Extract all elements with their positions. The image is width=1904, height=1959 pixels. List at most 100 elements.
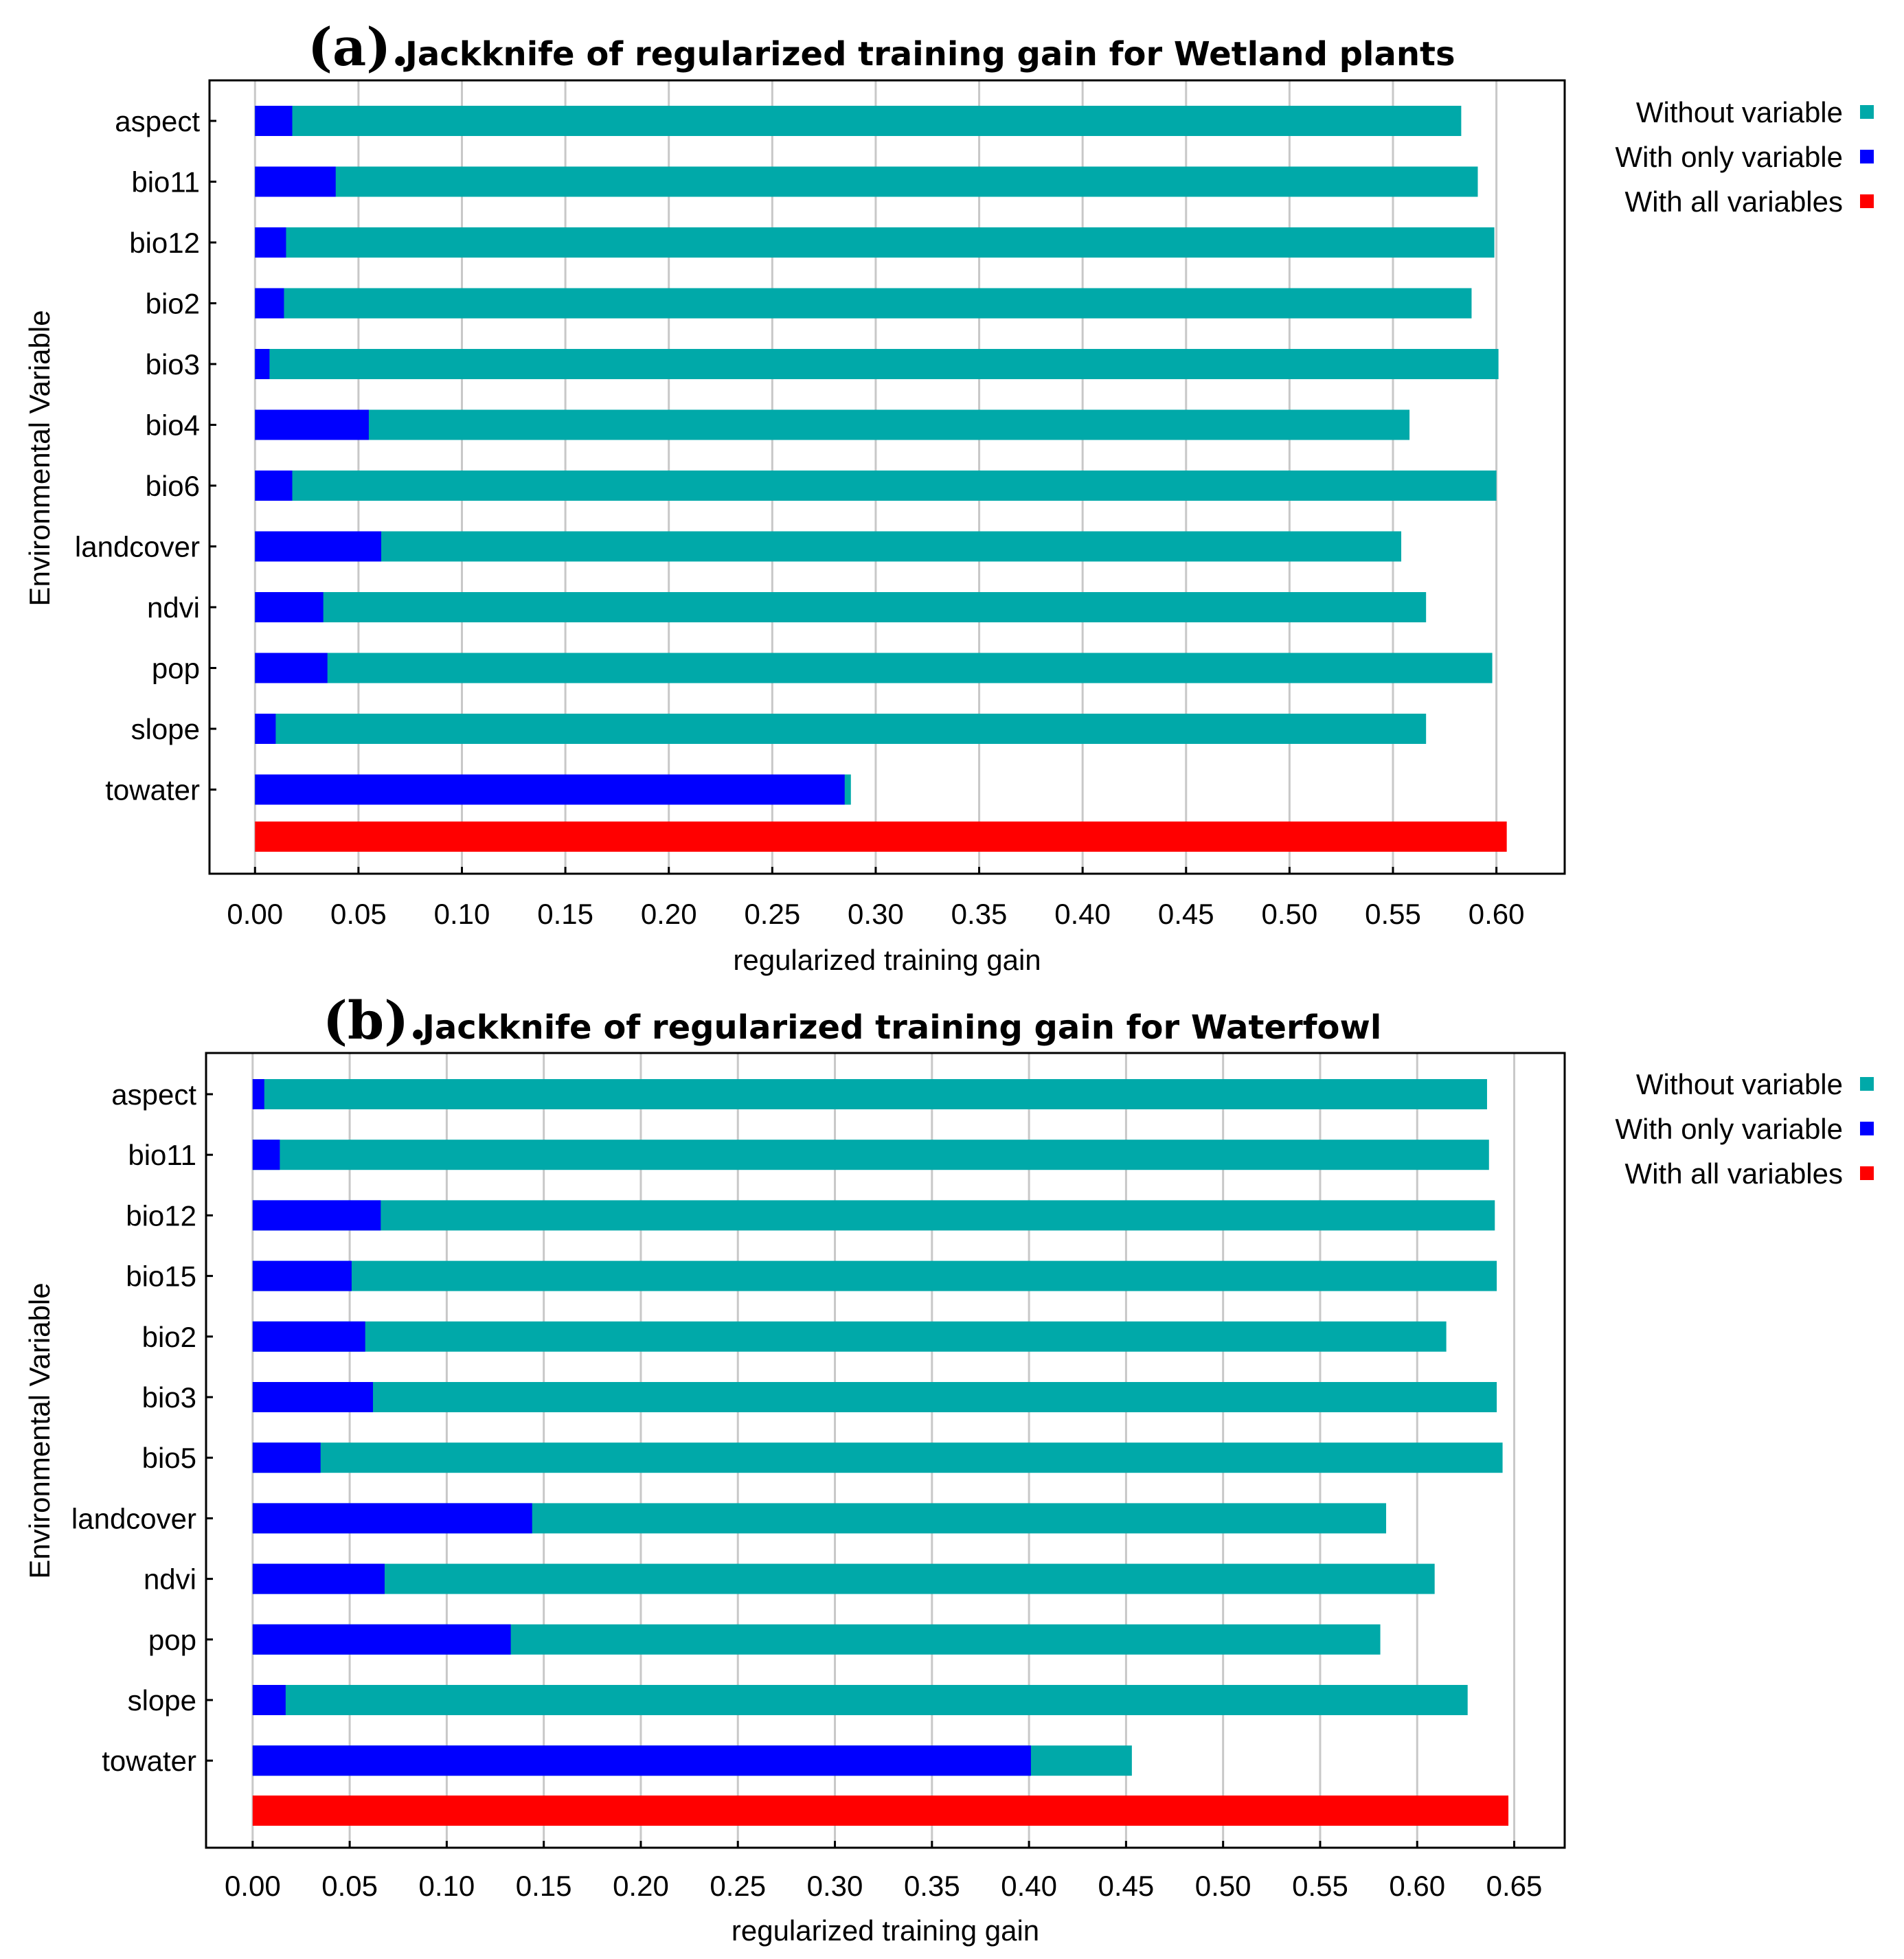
bar-without-aspect	[255, 106, 1462, 136]
panel-label: (b).	[323, 990, 427, 1051]
x-tick-label: 0.05	[330, 898, 387, 930]
bar-without-bio3	[252, 1382, 1497, 1412]
category-label: landcover	[71, 1502, 196, 1535]
legend-label-all: With all variables	[1625, 185, 1843, 218]
x-tick-label: 0.50	[1262, 898, 1318, 930]
bar-only-ndvi	[252, 1563, 385, 1594]
x-tick-label: 0.00	[225, 1870, 281, 1902]
bar-only-bio12	[252, 1200, 381, 1231]
y-axis-title: Environmental Variable	[23, 1282, 56, 1578]
x-tick-label: 0.50	[1195, 1870, 1251, 1902]
legend-swatch-without	[1860, 1077, 1874, 1091]
x-tick-label: 0.55	[1292, 1870, 1348, 1902]
legend-swatch-without	[1860, 105, 1874, 119]
category-label: aspect	[111, 1078, 196, 1111]
category-label: bio2	[146, 288, 200, 320]
category-label: bio6	[146, 470, 200, 502]
category-label: towater	[102, 1745, 196, 1777]
x-tick-label: 0.60	[1389, 1870, 1445, 1902]
bar-only-bio12	[255, 227, 286, 258]
x-tick-label: 0.40	[1001, 1870, 1057, 1902]
legend-label-all: With all variables	[1625, 1157, 1843, 1190]
x-tick-label: 0.55	[1365, 898, 1421, 930]
legend-label-only: With only variable	[1616, 141, 1843, 173]
bar-without-slope	[255, 714, 1427, 744]
x-tick-label: 0.60	[1469, 898, 1525, 930]
bar-without-slope	[252, 1685, 1468, 1715]
legend-swatch-only	[1860, 150, 1874, 163]
x-tick-label: 0.45	[1158, 898, 1214, 930]
bar-without-ndvi	[255, 592, 1427, 622]
x-tick-label: 0.30	[848, 898, 904, 930]
plot-frame	[205, 1052, 1566, 1849]
legend-swatch-all	[1860, 194, 1874, 208]
category-label: pop	[152, 653, 200, 685]
bar-without-bio12	[252, 1200, 1495, 1231]
bar-only-pop	[252, 1624, 511, 1655]
bar-without-bio3	[255, 349, 1499, 379]
bar-without-bio6	[255, 471, 1497, 501]
bar-without-bio2	[252, 1321, 1447, 1352]
bar-only-bio3	[255, 349, 270, 379]
bar-only-aspect	[252, 1079, 264, 1109]
legend-label-without: Without variable	[1636, 1068, 1843, 1100]
bar-without-bio2	[255, 288, 1472, 319]
category-label: pop	[148, 1624, 196, 1656]
x-tick-label: 0.40	[1054, 898, 1111, 930]
category-label: bio5	[142, 1442, 196, 1474]
bar-only-bio2	[255, 288, 284, 319]
bar-only-bio3	[252, 1382, 374, 1412]
bar-without-bio4	[255, 409, 1410, 440]
bar-without-bio5	[252, 1442, 1503, 1473]
x-tick-label: 0.10	[419, 1870, 475, 1902]
category-label: bio15	[126, 1260, 196, 1293]
bar-without-pop	[255, 653, 1493, 683]
x-tick-label: 0.15	[516, 1870, 572, 1902]
legend-swatch-all	[1860, 1166, 1874, 1180]
bar-only-bio11	[255, 166, 336, 197]
chart-title: Jackknife of regularized training gain f…	[403, 35, 1455, 73]
legend-label-only: With only variable	[1616, 1113, 1843, 1145]
category-label: bio11	[131, 166, 200, 199]
category-label: bio2	[142, 1321, 196, 1353]
x-tick-label: 0.05	[321, 1870, 378, 1902]
bar-only-bio11	[252, 1140, 280, 1170]
bar-only-slope	[255, 714, 276, 744]
category-label: bio4	[146, 409, 200, 442]
category-label: ndvi	[144, 1563, 196, 1596]
category-label: aspect	[115, 105, 200, 137]
bar-only-slope	[252, 1685, 286, 1715]
bar-only-bio15	[252, 1260, 352, 1291]
bar-only-bio5	[252, 1442, 321, 1473]
x-tick-label: 0.65	[1486, 1870, 1543, 1902]
x-tick-label: 0.35	[951, 898, 1008, 930]
category-label: landcover	[75, 531, 200, 563]
y-axis-title: Environmental Variable	[23, 310, 56, 606]
bar-only-landcover	[255, 531, 382, 562]
x-tick-label: 0.15	[537, 898, 593, 930]
bar-only-aspect	[255, 106, 293, 136]
chart-panel-0: (a).Jackknife of regularized training ga…	[23, 16, 1874, 976]
bar-all-variables	[255, 822, 1507, 852]
bar-without-bio15	[252, 1260, 1497, 1291]
bar-only-landcover	[252, 1503, 532, 1534]
bar-only-towater	[255, 774, 845, 805]
category-label: bio12	[129, 227, 200, 259]
bar-only-bio2	[252, 1321, 365, 1352]
x-axis-title: regularized training gain	[733, 944, 1041, 976]
category-label: bio3	[142, 1381, 196, 1414]
x-tick-label: 0.20	[613, 1870, 669, 1902]
bar-without-bio12	[255, 227, 1495, 258]
bar-without-bio11	[255, 166, 1478, 197]
panel-label: (a).	[308, 16, 409, 78]
bar-only-towater	[252, 1745, 1031, 1776]
bar-without-bio11	[252, 1140, 1489, 1170]
category-label: bio12	[126, 1199, 196, 1232]
bar-all-variables	[252, 1796, 1509, 1826]
legend: Without variable With only variable With a…	[1616, 96, 1874, 218]
category-label: slope	[128, 1684, 196, 1717]
legend: Without variable With only variable With a…	[1616, 1068, 1874, 1190]
bar-only-bio6	[255, 471, 293, 501]
bar-without-ndvi	[252, 1563, 1435, 1594]
